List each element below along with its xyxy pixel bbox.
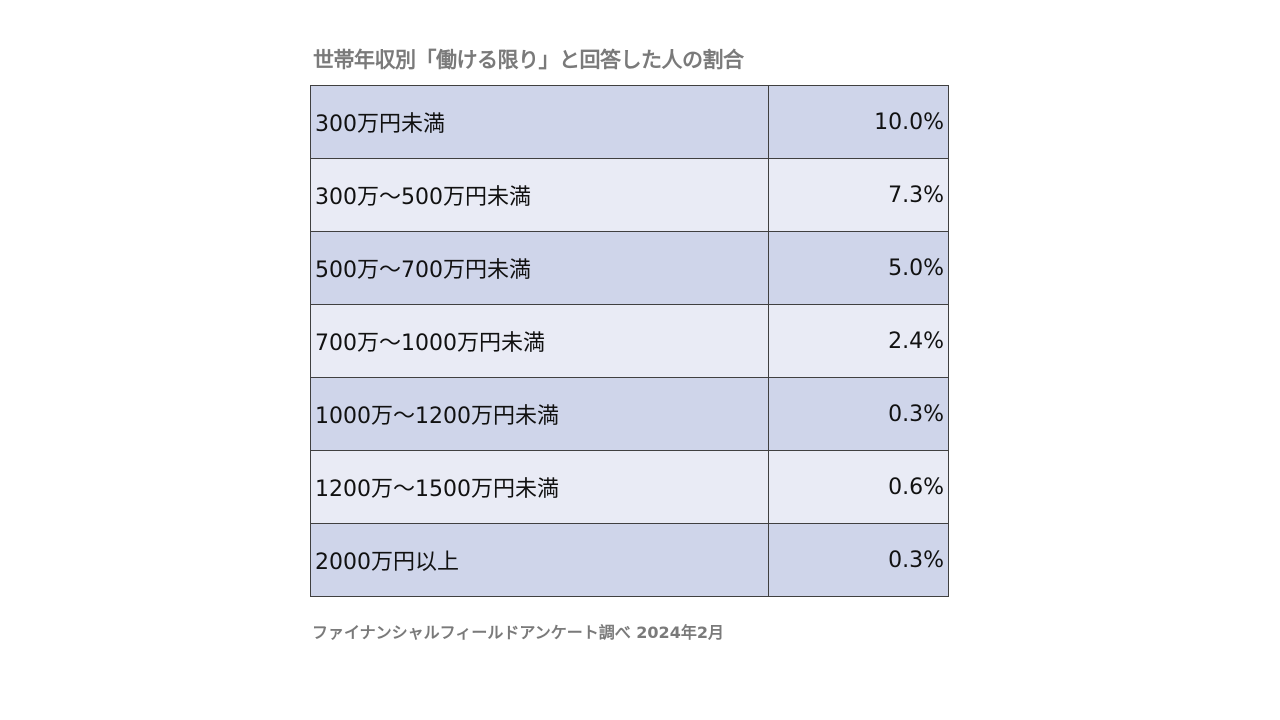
table-row: 500万～700万円未満 5.0% <box>310 231 949 305</box>
percentage-cell: 5.0% <box>768 231 949 305</box>
data-table: 300万円未満 10.0% 300万～500万円未満 7.3% 500万～700万円未満… <box>310 85 949 597</box>
percentage-cell: 2.4% <box>768 304 949 378</box>
income-range-cell: 300万円未満 <box>310 85 769 159</box>
table-row: 700万～1000万円未満 2.4% <box>310 304 949 378</box>
percentage-cell: 0.6% <box>768 450 949 524</box>
table-row: 300万円未満 10.0% <box>310 85 949 159</box>
income-range-cell: 500万～700万円未満 <box>310 231 769 305</box>
percentage-cell: 0.3% <box>768 523 949 597</box>
table-row: 1000万～1200万円未満 0.3% <box>310 377 949 451</box>
income-range-cell: 300万～500万円未満 <box>310 158 769 232</box>
percentage-cell: 10.0% <box>768 85 949 159</box>
percentage-cell: 0.3% <box>768 377 949 451</box>
income-range-cell: 700万～1000万円未満 <box>310 304 769 378</box>
source-note: ファイナンシャルフィールドアンケート調べ 2024年2月 <box>312 623 724 642</box>
table-row: 300万～500万円未満 7.3% <box>310 158 949 232</box>
income-range-cell: 1000万～1200万円未満 <box>310 377 769 451</box>
percentage-cell: 7.3% <box>768 158 949 232</box>
table-row: 2000万円以上 0.3% <box>310 523 949 597</box>
income-range-cell: 1200万～1500万円未満 <box>310 450 769 524</box>
income-range-cell: 2000万円以上 <box>310 523 769 597</box>
table-body: 300万円未満 10.0% 300万～500万円未満 7.3% 500万～700万円未満… <box>310 85 949 597</box>
chart-title: 世帯年収別「働ける限り」と回答した人の割合 <box>313 48 744 72</box>
table-row: 1200万～1500万円未満 0.6% <box>310 450 949 524</box>
